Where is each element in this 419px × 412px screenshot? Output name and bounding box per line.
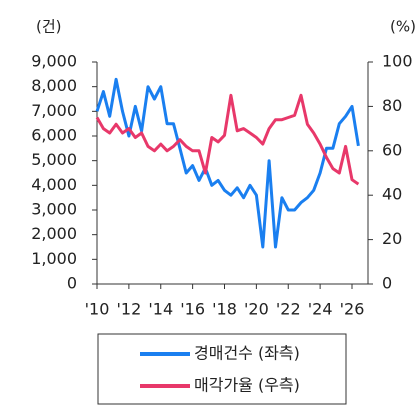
x-tick-label: '22 — [276, 300, 301, 319]
y-tick-label: 3,000 — [31, 200, 77, 219]
y2-tick-label: 0 — [382, 274, 392, 293]
y-tick-label: 1,000 — [31, 249, 77, 268]
series-line — [95, 93, 360, 186]
x-tick-label: '10 — [85, 300, 110, 319]
y-tick-label: 7,000 — [31, 101, 77, 120]
x-tick-label: '26 — [340, 300, 365, 319]
y-tick-label: 9,000 — [31, 52, 77, 71]
series-line — [95, 77, 360, 249]
x-tick-label: '14 — [148, 300, 173, 319]
y-tick-label: 8,000 — [31, 76, 77, 95]
y2-tick-label: 40 — [382, 185, 402, 204]
legend-box — [97, 333, 347, 405]
y2-tick-label: 20 — [382, 229, 402, 248]
y-axis-label: (건) — [36, 18, 62, 36]
y2-tick-label: 80 — [382, 96, 402, 115]
x-tick-label: '24 — [308, 300, 333, 319]
y-tick-label: 4,000 — [31, 175, 77, 194]
x-tick-label: '12 — [116, 300, 141, 319]
x-tick-label: '16 — [180, 300, 205, 319]
y2-tick-label: 60 — [382, 140, 402, 159]
y2-axis-label: (%) — [390, 18, 416, 36]
x-tick-label: '18 — [212, 300, 237, 319]
legend-label: 경매건수 (좌측) — [194, 344, 300, 363]
y2-tick-label: 100 — [382, 52, 413, 71]
y-tick-label: 5,000 — [31, 150, 77, 169]
y-tick-label: 0 — [67, 274, 77, 293]
y-tick-label: 6,000 — [31, 126, 77, 145]
y-tick-label: 2,000 — [31, 224, 77, 243]
legend-label: 매각가율 (우측) — [194, 376, 300, 395]
x-tick-label: '20 — [244, 300, 269, 319]
